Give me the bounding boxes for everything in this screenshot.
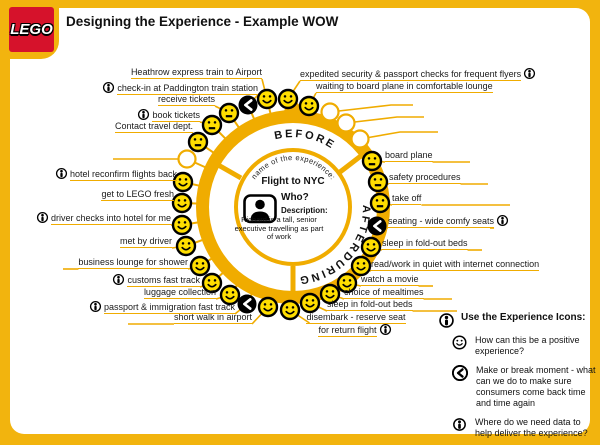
smiley-face-node xyxy=(256,88,278,110)
empty-node xyxy=(177,149,197,169)
smiley-face-node xyxy=(172,171,194,193)
smiley-face-node xyxy=(201,272,223,294)
page-title: Designing the Experience - Example WOW xyxy=(66,14,339,29)
smiley-face-node xyxy=(175,235,197,257)
center-circle xyxy=(234,148,352,266)
neutral-face-node xyxy=(361,150,383,172)
make-or-break-node xyxy=(237,94,259,116)
smiley-icon xyxy=(452,335,467,350)
segment-before: BEFORE xyxy=(273,128,338,152)
neutral-face-node xyxy=(187,131,209,153)
info-icon xyxy=(439,313,454,328)
legend-item: Make or break moment - what can we do to… xyxy=(452,365,596,409)
smiley-face-node xyxy=(350,255,372,277)
info-icon xyxy=(453,418,466,431)
legend-item: How can this be a positive experience? xyxy=(452,335,596,357)
lego-logo: LEGO xyxy=(9,7,54,52)
description-label: Description: xyxy=(281,206,328,215)
empty-node xyxy=(336,113,356,133)
smiley-face-node xyxy=(171,192,193,214)
smiley-face-node xyxy=(319,283,341,305)
segment-divider-before-during xyxy=(338,150,368,174)
smiley-face-node xyxy=(257,296,279,318)
smiley-face-node xyxy=(277,88,299,110)
neutral-face-node xyxy=(369,192,391,214)
smiley-face-node xyxy=(219,284,241,306)
neutral-face-node xyxy=(367,171,389,193)
who-label: Who? xyxy=(281,192,309,203)
smiley-face-node xyxy=(171,214,193,236)
smiley-face-node xyxy=(298,95,320,117)
make-or-break-node xyxy=(366,215,388,237)
smiley-face-node xyxy=(336,272,358,294)
smiley-face-node xyxy=(299,292,321,314)
legend-title: Use the Experience Icons: xyxy=(461,312,586,323)
legend: Use the Experience Icons: How can this b… xyxy=(438,312,596,445)
smiley-face-node xyxy=(189,255,211,277)
smiley-face-node xyxy=(360,236,382,258)
make-or-break-node xyxy=(236,293,258,315)
smiley-face-node xyxy=(279,299,301,321)
legend-title-row: Use the Experience Icons: xyxy=(438,312,596,329)
make-or-break-icon xyxy=(452,365,468,381)
description-text: Richard is a tall, senior executive trav… xyxy=(234,215,324,241)
logo-tab: LEGO xyxy=(0,0,59,59)
neutral-face-node xyxy=(201,114,223,136)
person-silhouette-icon xyxy=(243,194,277,224)
neutral-face-node xyxy=(218,102,240,124)
empty-node xyxy=(350,129,370,149)
experience-name: Flight to NYC xyxy=(261,176,325,187)
segment-divider-after-before xyxy=(211,159,243,181)
legend-item: Where do we need data to help deliver th… xyxy=(452,417,596,439)
empty-node xyxy=(320,102,340,122)
